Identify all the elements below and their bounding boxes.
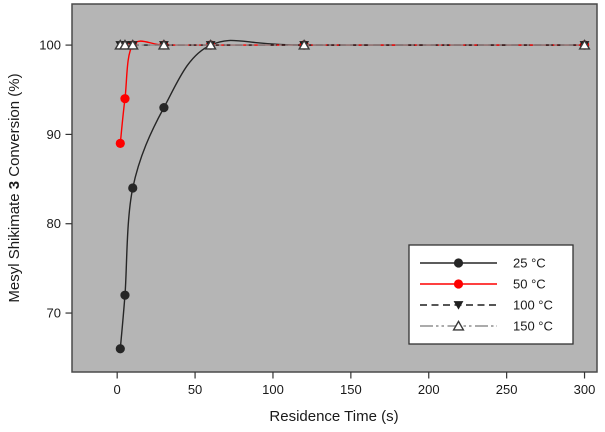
x-tick-label: 200: [418, 382, 440, 397]
legend-label: 50 °C: [513, 277, 546, 292]
y-tick-label: 80: [47, 216, 61, 231]
x-tick-label: 250: [496, 382, 518, 397]
legend: 25 °C 50 °C 100 °C 150 °C: [408, 244, 574, 345]
x-tick-label: 50: [188, 382, 202, 397]
data-point-25-c: [128, 183, 138, 193]
data-point-150-c: [126, 39, 139, 50]
series-layer: [114, 39, 591, 354]
legend-label: 150 °C: [513, 319, 553, 334]
data-point-25-c: [159, 103, 169, 113]
y-tick-label: 100: [39, 38, 61, 53]
legend-label: 25 °C: [513, 256, 546, 271]
x-tick-label: 0: [114, 382, 121, 397]
data-point-150-c: [298, 39, 311, 50]
data-point-150-c: [157, 39, 171, 50]
legend-entry-150-c: 150 °C: [420, 319, 553, 334]
y-axis-title-post: Conversion (%): [6, 73, 23, 181]
data-point-150-c: [204, 39, 217, 50]
y-axis-title-bold-3: 3: [6, 181, 23, 189]
legend-entry-100-c: 100 °C: [420, 298, 553, 313]
legend-entry-50-c: 50 °C: [420, 277, 546, 292]
axes-layer: 0 50 100 150 200 250 300 70 80 90 100: [39, 3, 598, 397]
legend-label: 100 °C: [513, 298, 553, 313]
data-point-50-c: [120, 94, 130, 104]
legend-marker-100-c: [453, 301, 464, 310]
data-point-25-c: [115, 344, 125, 354]
data-point-150-c: [578, 39, 591, 50]
data-point-50-c: [115, 138, 125, 148]
legend-marker-150-c: [452, 319, 465, 331]
data-point-150-c: [118, 39, 132, 50]
x-tick-label: 150: [340, 382, 362, 397]
x-axis-title: Residence Time (s): [269, 408, 398, 425]
plot-border: [71, 3, 598, 373]
legend-box: [408, 244, 574, 345]
y-tick-label: 70: [47, 306, 61, 321]
y-axis-title-pre: Mesyl Shikimate: [6, 189, 23, 302]
x-tick-label: 100: [262, 382, 284, 397]
y-axis-title: Mesyl Shikimate 3 Conversion (%): [6, 73, 23, 302]
legend-marker-25-c: [453, 258, 464, 268]
y-tick-label: 90: [47, 127, 61, 142]
x-tick-label: 300: [574, 382, 596, 397]
legend-marker-50-c: [453, 279, 464, 289]
series-150-c: [114, 39, 591, 50]
data-point-25-c: [120, 290, 130, 300]
legend-entry-25-c: 25 °C: [420, 256, 546, 271]
